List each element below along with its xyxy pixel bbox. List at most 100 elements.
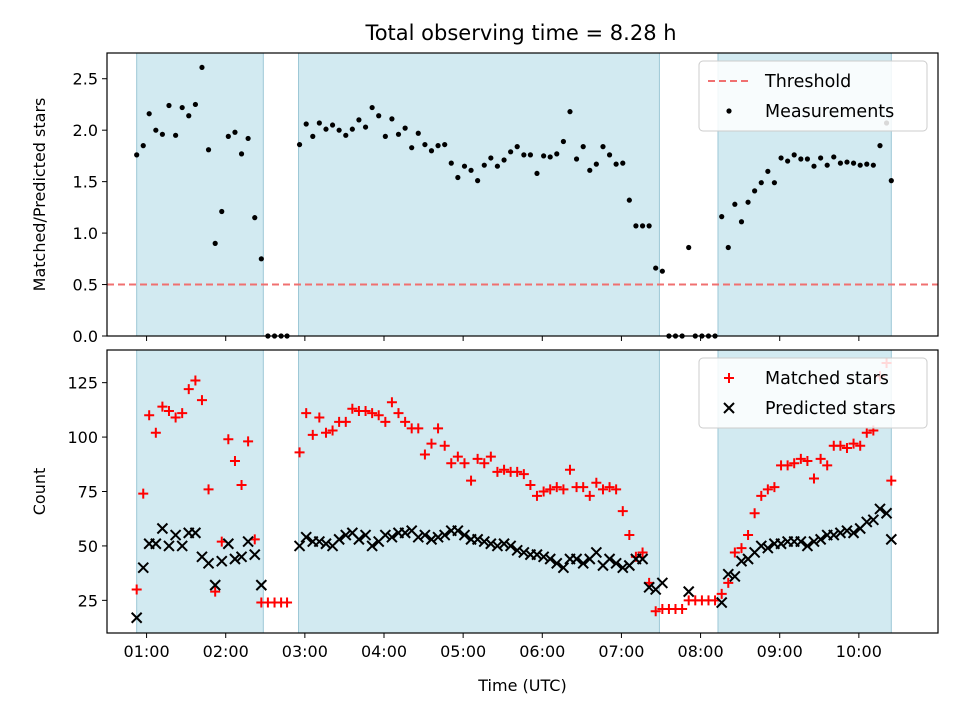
predicted-star-marker <box>531 548 543 561</box>
matched-star-marker <box>282 597 293 608</box>
predicted-star-marker <box>216 555 228 567</box>
predicted-star-marker <box>255 579 268 591</box>
measurement-point <box>415 130 421 136</box>
measurement-point <box>752 188 758 194</box>
legend-measurement-swatch <box>726 108 732 114</box>
measurement-point <box>409 145 415 151</box>
predicted-star-marker <box>432 531 444 543</box>
predicted-star-marker <box>419 529 431 541</box>
measurement-point <box>587 167 593 173</box>
legend-label: Predicted stars <box>765 399 896 419</box>
x-tick-label: 05:00 <box>440 642 486 661</box>
measurement-point <box>560 138 567 145</box>
legend-predicted-swatch <box>723 402 735 414</box>
axes-frame <box>106 52 939 337</box>
matched-star-marker <box>808 473 819 484</box>
matched-star-marker <box>459 458 470 469</box>
measurement-point <box>488 155 494 161</box>
predicted-star-marker <box>399 527 411 539</box>
predicted-star-marker <box>353 533 365 546</box>
measurement-point <box>205 147 212 153</box>
measurement-point <box>336 127 342 133</box>
predicted-star-marker <box>518 546 530 559</box>
matched-star-marker <box>131 584 142 595</box>
measurement-point <box>455 174 461 181</box>
x-tick-label: 02:00 <box>203 642 249 661</box>
matched-star-marker <box>485 451 496 462</box>
measurement-point <box>831 154 837 160</box>
predicted-star-marker <box>828 529 840 541</box>
measurement-point <box>837 160 844 166</box>
matched-star-marker <box>499 464 510 475</box>
predicted-star-marker <box>867 514 880 526</box>
predicted-star-marker <box>735 555 748 567</box>
measurement-point <box>613 161 619 167</box>
measurement-point <box>140 143 146 149</box>
legend-label: Measurements <box>765 102 894 122</box>
matched-star-marker <box>203 484 214 495</box>
matched-star-marker <box>138 488 149 499</box>
matched-star-marker <box>795 453 806 464</box>
x-tick-label: 09:00 <box>757 642 803 661</box>
predicted-star-marker <box>682 585 695 598</box>
matched-star-marker <box>512 466 523 477</box>
matched-star-marker <box>367 408 378 419</box>
measurement-point <box>620 160 626 166</box>
measurement-point <box>461 163 468 169</box>
predicted-star-marker <box>229 553 241 565</box>
observing-interval-band <box>298 349 660 634</box>
matched-star-marker <box>848 438 859 449</box>
legend-label: Threshold <box>764 72 851 92</box>
matched-star-marker <box>802 456 813 467</box>
legend-box <box>698 60 928 132</box>
measurement-point <box>785 158 791 164</box>
predicted-star-marker <box>577 557 589 570</box>
measurement-point <box>850 160 857 166</box>
measurement-point <box>435 143 441 149</box>
measurement-point <box>745 199 751 205</box>
measurement-point <box>232 129 238 135</box>
measurement-point <box>192 101 199 108</box>
measurement-point <box>864 161 870 167</box>
matched-star-marker <box>144 410 155 421</box>
predicted-star-marker <box>235 551 248 563</box>
matched-star-marker <box>210 586 221 597</box>
legend-matched-swatch <box>724 373 734 383</box>
measurement-point <box>633 223 639 229</box>
measurement-point <box>395 131 402 137</box>
measurement-point <box>719 214 725 220</box>
matched-star-marker <box>637 547 648 558</box>
measurement-point <box>573 156 580 162</box>
matched-star-marker <box>617 506 628 517</box>
measurement-point <box>252 215 258 221</box>
predicted-star-marker <box>656 577 669 589</box>
matched-star-marker <box>170 412 181 423</box>
matched-star-marker <box>822 460 833 471</box>
predicted-star-marker <box>150 538 162 550</box>
measurement-point <box>580 144 586 150</box>
matched-star-marker <box>782 460 793 471</box>
predicted-star-marker <box>452 524 464 537</box>
matched-star-marker <box>886 475 897 486</box>
predicted-star-marker <box>242 535 254 548</box>
measurement-point <box>541 153 547 159</box>
predicted-star-marker <box>729 570 741 583</box>
predicted-star-marker <box>880 507 893 519</box>
y-tick-label: 2.0 <box>73 121 98 140</box>
measurement-point <box>316 120 322 126</box>
matched-star-marker <box>578 482 589 493</box>
measurement-point <box>626 197 632 203</box>
predicted-star-marker <box>847 527 860 539</box>
matched-star-marker <box>413 423 424 434</box>
predicted-star-marker <box>808 535 820 548</box>
measurement-point <box>349 126 355 132</box>
matched-star-marker <box>163 405 174 416</box>
matched-star-marker <box>538 486 549 497</box>
matched-star-marker <box>835 440 846 451</box>
x-tick-label: 07:00 <box>598 642 644 661</box>
matched-star-marker <box>419 449 430 460</box>
measurement-point <box>323 126 329 132</box>
y-tick-label: 50 <box>78 537 98 556</box>
x-axis-label: Time (UTC) <box>477 676 566 695</box>
matched-star-marker <box>433 423 444 434</box>
